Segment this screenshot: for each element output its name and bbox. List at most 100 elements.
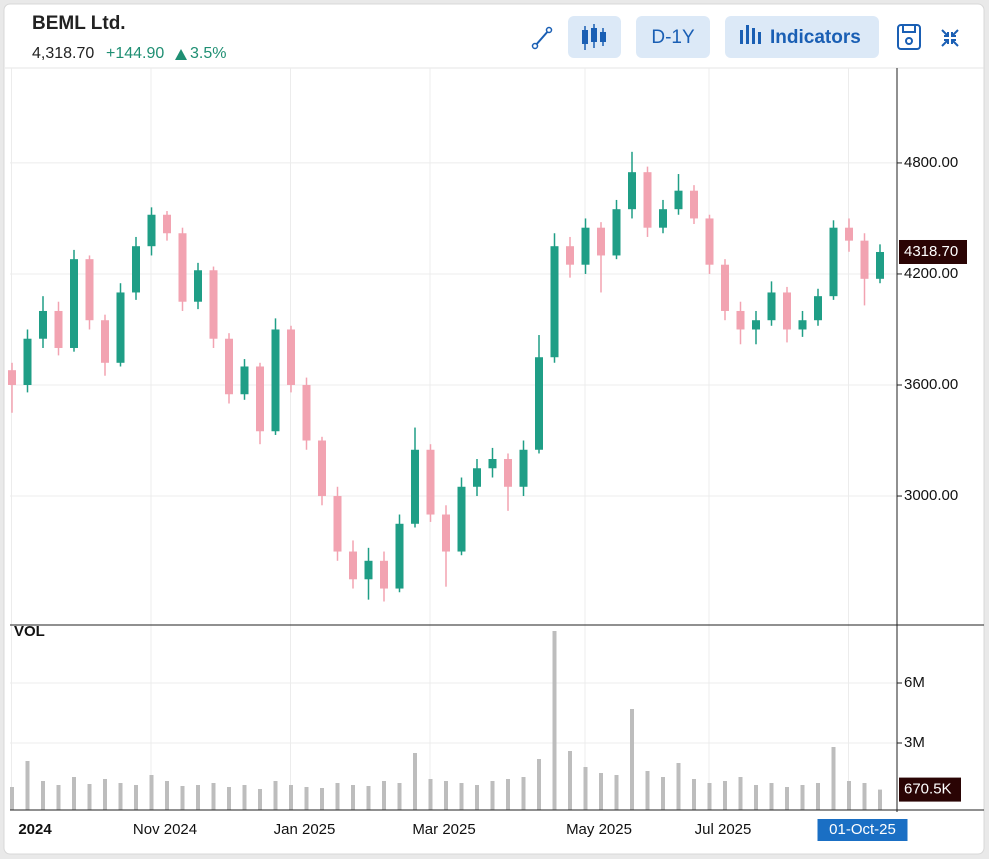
candle-body — [271, 329, 280, 432]
volume-bar — [661, 777, 665, 810]
volume-bar — [211, 783, 216, 810]
volume-tag-box — [899, 777, 961, 802]
candle-body — [23, 338, 32, 385]
volume-bar — [397, 783, 402, 810]
candle-body — [442, 514, 450, 552]
volume-bar — [816, 783, 820, 810]
x-tick-label: Jan 2025 — [274, 821, 336, 838]
volume-bar — [521, 777, 526, 810]
volume-bar — [320, 788, 324, 810]
volume-bar — [676, 763, 681, 810]
volume-bar — [72, 777, 76, 810]
volume-bar — [382, 781, 386, 810]
x-tick-label: Mar 2025 — [412, 821, 475, 838]
y-tick-label: 4200.00 — [904, 265, 958, 282]
volume-bar — [583, 767, 588, 810]
y-tick-label: 3000.00 — [904, 487, 958, 504]
candle-type-button[interactable] — [568, 16, 621, 58]
volume-bar — [692, 779, 696, 810]
volume-bar — [242, 785, 247, 810]
candle-body — [132, 246, 140, 293]
candle-body — [535, 357, 543, 450]
candle-body — [721, 264, 729, 311]
y-tick-label: 4800.00 — [904, 154, 958, 171]
candle-body — [628, 172, 636, 210]
volume-bar — [738, 777, 743, 810]
x-tick-label: Nov 2024 — [133, 821, 197, 838]
volume-bar — [304, 787, 309, 810]
x-tick-label: May 2025 — [566, 821, 632, 838]
x-tick-label: 01-Oct-25 — [829, 821, 896, 838]
change-pct: 3.5% — [190, 45, 226, 62]
candle-body — [674, 190, 683, 210]
price-tag-box — [899, 239, 967, 264]
volume-bar — [645, 771, 650, 810]
candle-body — [364, 560, 373, 580]
candle-body — [798, 320, 807, 330]
volume-bar — [87, 784, 92, 810]
candle-body — [39, 310, 47, 339]
volume-bar — [769, 783, 774, 810]
range-label[interactable]: D-1Y — [651, 27, 695, 48]
candle-body — [504, 459, 512, 487]
volume-bar — [754, 785, 758, 810]
candle-body — [116, 292, 125, 363]
candle-body — [814, 296, 822, 321]
candle-body — [8, 370, 16, 385]
draw-button[interactable] — [531, 26, 553, 50]
volume-bar — [180, 786, 185, 810]
save-button[interactable] — [897, 24, 921, 50]
candle-body — [287, 329, 295, 385]
candle-body — [705, 218, 714, 265]
volume-bar — [413, 753, 417, 810]
candle-body — [178, 233, 187, 302]
candle-body — [147, 214, 156, 247]
volume-bar — [118, 783, 123, 810]
candle-body — [333, 496, 342, 552]
candle-body — [752, 320, 760, 330]
candle-body — [860, 240, 869, 279]
range-button[interactable] — [636, 16, 710, 58]
candle-body — [659, 209, 667, 228]
volume-bar — [878, 789, 882, 810]
candle-body — [194, 270, 202, 302]
candle-body — [473, 468, 481, 487]
candle-body — [101, 320, 109, 363]
candle-body — [54, 310, 63, 348]
indicators-label[interactable]: Indicators — [770, 27, 861, 48]
candle-body — [85, 259, 94, 321]
candle-body — [256, 366, 264, 432]
volume-bar — [862, 783, 867, 810]
x-tick-label: 2024 — [18, 821, 52, 838]
candle-body — [550, 246, 559, 358]
change: +144.90 — [106, 45, 164, 62]
volume-bar — [785, 787, 789, 810]
plot-area: 3000.00 3600.00 4200.00 4800.00 3M 6M — [8, 68, 958, 810]
indicators-icon — [740, 25, 761, 44]
volume-bar — [847, 781, 851, 810]
volume-bar — [723, 781, 727, 810]
y-tick-label: 3600.00 — [904, 376, 958, 393]
candle-body — [581, 227, 590, 265]
candle-body — [411, 449, 419, 524]
volume-bar — [196, 785, 200, 810]
indicators-button[interactable] — [725, 16, 879, 58]
candle-body — [426, 449, 435, 515]
volume-bar — [800, 785, 805, 810]
volume-bar — [366, 786, 371, 810]
candle-body — [163, 214, 171, 234]
candle-body — [225, 338, 233, 395]
candle-body — [690, 190, 698, 219]
volume-bar — [227, 787, 231, 810]
volume-bar — [506, 779, 510, 810]
volume-bar — [831, 747, 836, 810]
volume-bar — [149, 775, 154, 810]
volume-bar — [490, 781, 495, 810]
volume-bar — [134, 785, 138, 810]
candle-body — [70, 259, 78, 348]
collapse-button[interactable] — [941, 29, 959, 47]
candle-body — [318, 440, 326, 497]
volume-bar — [103, 779, 107, 810]
y-tick-label: 3M — [904, 734, 925, 751]
candle-body — [380, 560, 388, 589]
